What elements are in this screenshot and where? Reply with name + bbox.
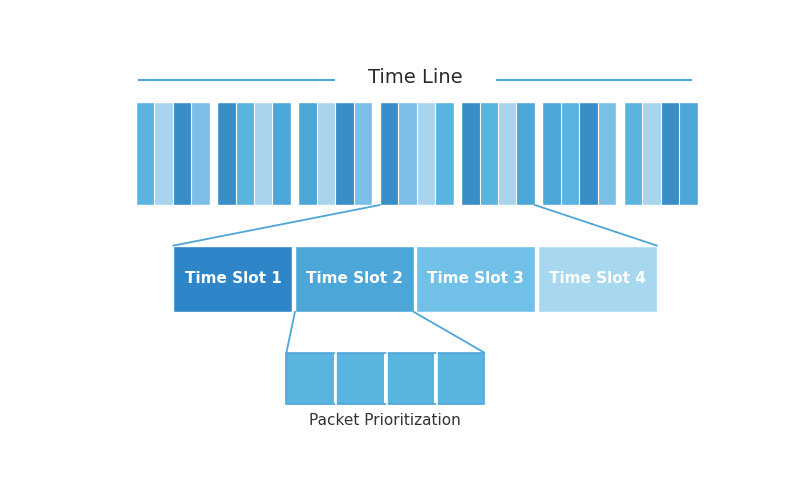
- Bar: [517, 102, 535, 205]
- Bar: [173, 246, 292, 312]
- Text: Time Slot 4: Time Slot 4: [549, 271, 646, 286]
- Text: Time Slot 3: Time Slot 3: [428, 271, 524, 286]
- Bar: [480, 102, 498, 205]
- Bar: [272, 102, 291, 205]
- Bar: [136, 102, 154, 205]
- Bar: [295, 246, 414, 312]
- Bar: [136, 102, 210, 205]
- Bar: [217, 102, 236, 205]
- Bar: [354, 102, 373, 205]
- Bar: [543, 102, 616, 205]
- Bar: [498, 102, 517, 205]
- Bar: [679, 102, 697, 205]
- Bar: [561, 102, 579, 205]
- Bar: [217, 102, 291, 205]
- Bar: [416, 102, 435, 205]
- Bar: [336, 353, 384, 404]
- Bar: [624, 102, 642, 205]
- Bar: [416, 246, 535, 312]
- Bar: [317, 102, 335, 205]
- Bar: [380, 102, 454, 205]
- Bar: [154, 102, 173, 205]
- Bar: [399, 102, 416, 205]
- Bar: [543, 102, 561, 205]
- Text: Time Line: Time Line: [368, 68, 463, 87]
- Bar: [335, 102, 354, 205]
- Bar: [579, 102, 598, 205]
- Bar: [538, 246, 657, 312]
- Bar: [624, 102, 697, 205]
- Bar: [661, 102, 679, 205]
- Bar: [191, 102, 210, 205]
- Text: Time Slot 1: Time Slot 1: [185, 271, 281, 286]
- Bar: [598, 102, 616, 205]
- Bar: [236, 102, 254, 205]
- Bar: [298, 102, 317, 205]
- Text: Time Slot 2: Time Slot 2: [306, 271, 403, 286]
- Bar: [287, 353, 334, 404]
- Bar: [437, 353, 484, 404]
- Bar: [173, 102, 191, 205]
- Bar: [287, 353, 484, 404]
- Bar: [380, 102, 399, 205]
- Bar: [254, 102, 272, 205]
- Bar: [461, 102, 535, 205]
- Text: Packet Prioritization: Packet Prioritization: [309, 413, 461, 428]
- Bar: [461, 102, 480, 205]
- Bar: [298, 102, 373, 205]
- Bar: [642, 102, 661, 205]
- Bar: [386, 353, 434, 404]
- Bar: [435, 102, 454, 205]
